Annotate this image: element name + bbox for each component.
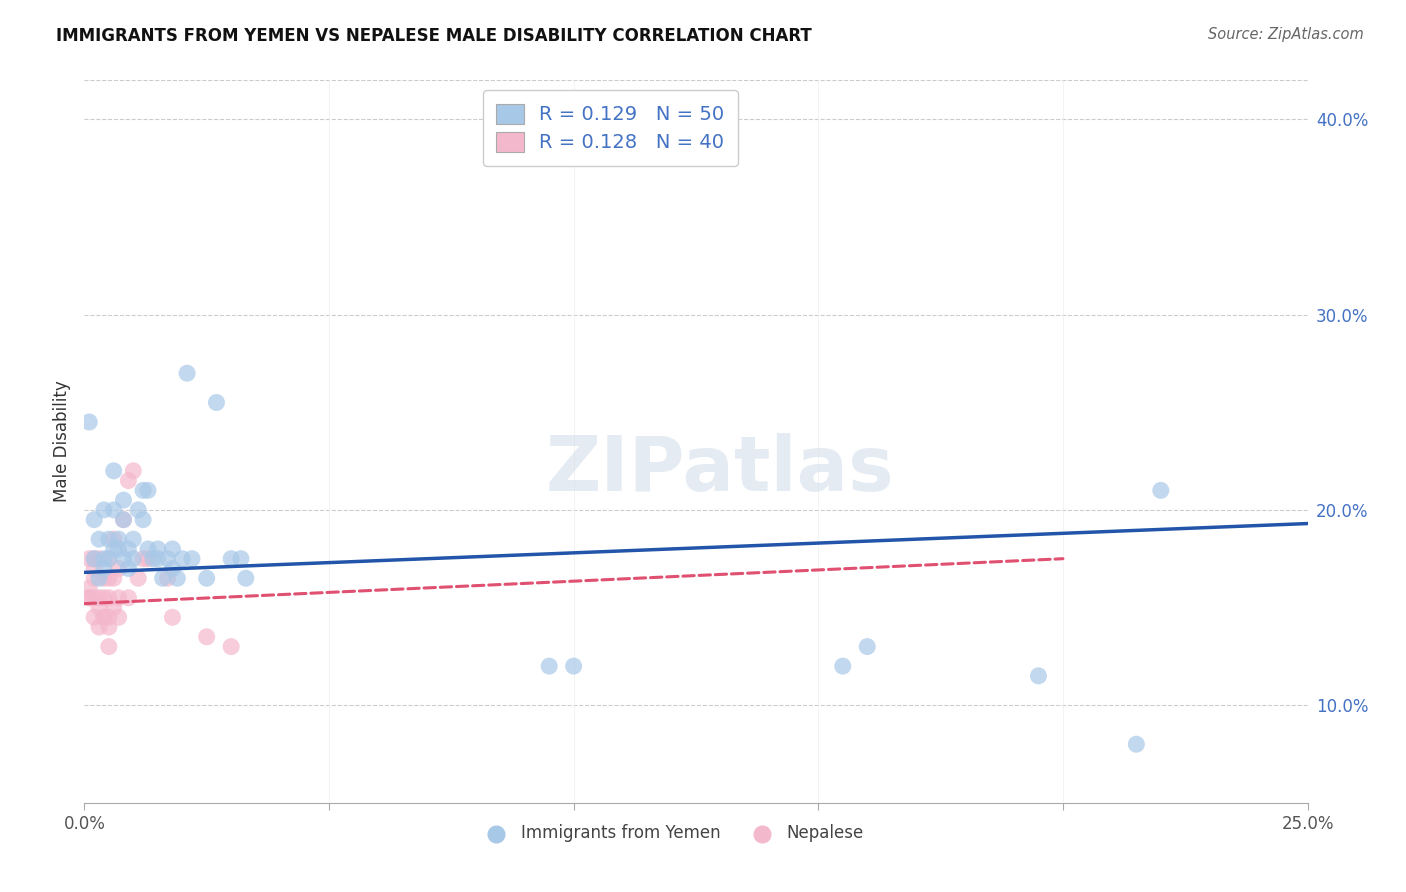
Point	[87, 591, 110, 605]
Point	[538, 659, 561, 673]
Point	[77, 591, 100, 605]
Point	[162, 541, 184, 556]
Text: IMMIGRANTS FROM YEMEN VS NEPALESE MALE DISABILITY CORRELATION CHART: IMMIGRANTS FROM YEMEN VS NEPALESE MALE D…	[56, 27, 813, 45]
Point	[142, 551, 165, 566]
Point	[93, 551, 115, 566]
Point	[93, 503, 115, 517]
Point	[229, 551, 252, 566]
Point	[97, 591, 120, 605]
Point	[87, 620, 110, 634]
Point	[93, 610, 115, 624]
Point	[562, 659, 585, 673]
Point	[103, 541, 125, 556]
Point	[77, 581, 100, 595]
Point	[162, 561, 184, 575]
Point	[87, 600, 110, 615]
Point	[93, 591, 115, 605]
Point	[136, 551, 159, 566]
Point	[1125, 737, 1147, 751]
Point	[235, 571, 257, 585]
Point	[93, 571, 115, 585]
Point	[97, 640, 120, 654]
Point	[107, 591, 129, 605]
Point	[117, 541, 139, 556]
Point	[112, 513, 135, 527]
Point	[103, 571, 125, 585]
Point	[112, 493, 135, 508]
Point	[136, 541, 159, 556]
Point	[219, 551, 242, 566]
Point	[83, 513, 105, 527]
Point	[83, 571, 105, 585]
Point	[122, 464, 145, 478]
Point	[103, 532, 125, 546]
Point	[83, 551, 105, 566]
Point	[195, 630, 218, 644]
Y-axis label: Male Disability: Male Disability	[53, 381, 72, 502]
Point	[219, 640, 242, 654]
Point	[831, 659, 853, 673]
Point	[176, 366, 198, 380]
Point	[856, 640, 879, 654]
Point	[117, 474, 139, 488]
Point	[103, 464, 125, 478]
Point	[87, 532, 110, 546]
Text: ZIPatlas: ZIPatlas	[546, 434, 894, 508]
Point	[1028, 669, 1050, 683]
Point	[132, 551, 155, 566]
Point	[93, 561, 115, 575]
Point	[107, 561, 129, 575]
Point	[122, 551, 145, 566]
Point	[146, 541, 169, 556]
Point	[205, 395, 228, 409]
Point	[83, 591, 105, 605]
Point	[107, 610, 129, 624]
Point	[97, 551, 120, 566]
Point	[97, 610, 120, 624]
Point	[112, 551, 135, 566]
Point	[107, 541, 129, 556]
Point	[97, 571, 120, 585]
Point	[127, 571, 149, 585]
Point	[1150, 483, 1173, 498]
Point	[77, 415, 100, 429]
Point	[156, 551, 179, 566]
Point	[181, 551, 204, 566]
Point	[117, 561, 139, 575]
Point	[93, 610, 115, 624]
Point	[97, 532, 120, 546]
Point	[146, 551, 169, 566]
Point	[162, 610, 184, 624]
Point	[166, 571, 188, 585]
Point	[136, 483, 159, 498]
Point	[117, 591, 139, 605]
Point	[97, 551, 120, 566]
Point	[83, 561, 105, 575]
Point	[172, 551, 194, 566]
Point	[127, 503, 149, 517]
Point	[103, 600, 125, 615]
Point	[83, 551, 105, 566]
Point	[195, 571, 218, 585]
Legend: Immigrants from Yemen, Nepalese: Immigrants from Yemen, Nepalese	[472, 817, 870, 848]
Point	[132, 513, 155, 527]
Point	[77, 551, 100, 566]
Point	[132, 483, 155, 498]
Point	[87, 551, 110, 566]
Point	[152, 571, 174, 585]
Point	[156, 571, 179, 585]
Text: Source: ZipAtlas.com: Source: ZipAtlas.com	[1208, 27, 1364, 42]
Point	[122, 532, 145, 546]
Point	[103, 503, 125, 517]
Point	[107, 532, 129, 546]
Point	[112, 513, 135, 527]
Point	[97, 620, 120, 634]
Point	[77, 591, 100, 605]
Point	[83, 610, 105, 624]
Point	[87, 571, 110, 585]
